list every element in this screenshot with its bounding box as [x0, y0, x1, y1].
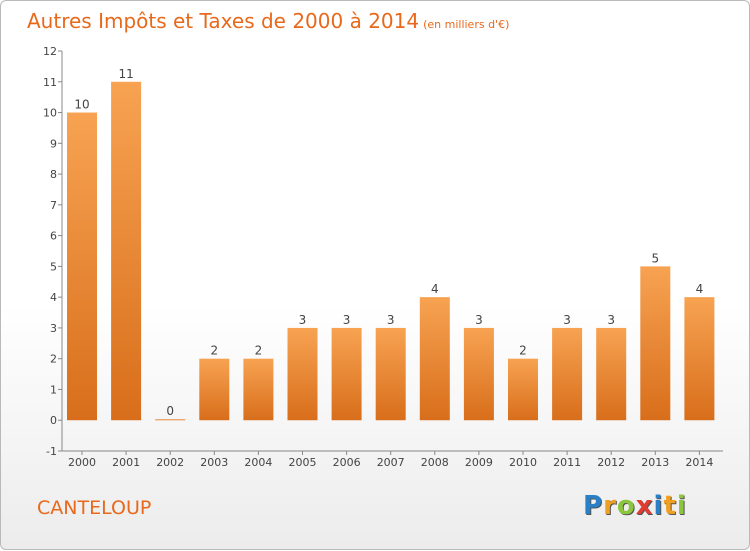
x-tick-label: 2014 — [685, 456, 713, 469]
bar — [155, 419, 186, 421]
bar — [111, 81, 142, 421]
x-tick-label: 2003 — [200, 456, 228, 469]
logo-letter: r — [603, 491, 617, 521]
logo-letter: P — [583, 491, 604, 521]
data-label: 3 — [607, 313, 615, 327]
chart-subtitle: (en milliers d'€) — [423, 18, 510, 31]
y-tick-label: 11 — [43, 76, 57, 89]
y-tick-label: -1 — [46, 445, 57, 458]
x-tick-label: 2000 — [68, 456, 96, 469]
x-tick-label: 2011 — [553, 456, 581, 469]
data-label: 5 — [651, 251, 659, 265]
x-tick-label: 2008 — [421, 456, 449, 469]
data-label: 2 — [519, 344, 527, 358]
logo-letter: x — [635, 491, 654, 521]
bar — [552, 327, 583, 421]
bar — [463, 327, 494, 421]
x-tick-label: 2005 — [289, 456, 317, 469]
bar — [640, 266, 671, 421]
proxiti-logo: Proxiti — [583, 491, 687, 521]
x-tick-label: 2004 — [244, 456, 272, 469]
chart-title-text: Autres Impôts et Taxes de 2000 à 2014 — [27, 9, 420, 33]
x-tick-label: 2012 — [597, 456, 625, 469]
commune-name: CANTELOUP — [37, 497, 152, 519]
y-tick-label: 5 — [50, 260, 57, 273]
x-tick-label: 2001 — [112, 456, 140, 469]
data-label: 0 — [166, 404, 174, 418]
bar — [243, 358, 274, 421]
x-tick-label: 2002 — [156, 456, 184, 469]
y-tick-label: 10 — [43, 107, 57, 120]
bar — [596, 327, 627, 421]
y-tick-label: 4 — [50, 291, 57, 304]
data-label: 3 — [299, 313, 307, 327]
y-tick-label: 8 — [50, 168, 57, 181]
data-label: 4 — [696, 282, 704, 296]
y-tick-label: 3 — [50, 322, 57, 335]
x-tick-label: 2010 — [509, 456, 537, 469]
data-label: 2 — [255, 344, 263, 358]
logo-letter: i — [653, 491, 664, 521]
x-tick-label: 2007 — [377, 456, 405, 469]
y-tick-label: 9 — [50, 137, 57, 150]
data-label: 3 — [343, 313, 351, 327]
y-tick-label: 6 — [50, 230, 57, 243]
data-label: 10 — [74, 98, 89, 112]
y-tick-label: 0 — [50, 414, 57, 427]
chart-title: Autres Impôts et Taxes de 2000 à 2014 (en… — [27, 9, 509, 33]
logo-letter: t — [663, 491, 677, 521]
x-tick-label: 2009 — [465, 456, 493, 469]
bar — [684, 297, 715, 421]
data-label: 2 — [210, 344, 218, 358]
x-tick-label: 2013 — [641, 456, 669, 469]
data-label: 11 — [118, 67, 133, 81]
data-label: 3 — [563, 313, 571, 327]
y-tick-label: 2 — [50, 353, 57, 366]
x-tick-label: 2006 — [333, 456, 361, 469]
data-label: 3 — [475, 313, 483, 327]
bar — [419, 297, 450, 421]
y-tick-label: 7 — [50, 199, 57, 212]
bar — [67, 112, 97, 421]
bar — [287, 327, 318, 421]
labels-group: 2000 10 2001 11 2002 0 2003 2 2004 2 2005 3 2006 3 200… — [68, 67, 713, 469]
data-label: 4 — [431, 282, 439, 296]
bars-group — [67, 81, 715, 421]
data-label: 3 — [387, 313, 395, 327]
y-tick-label: 12 — [43, 45, 57, 58]
logo-letter: o — [616, 491, 636, 521]
logo-letter: i — [676, 491, 687, 521]
bar — [508, 358, 538, 421]
bar — [375, 327, 406, 421]
bar — [199, 358, 230, 421]
y-tick-label: 1 — [50, 383, 57, 396]
bar — [331, 327, 362, 421]
